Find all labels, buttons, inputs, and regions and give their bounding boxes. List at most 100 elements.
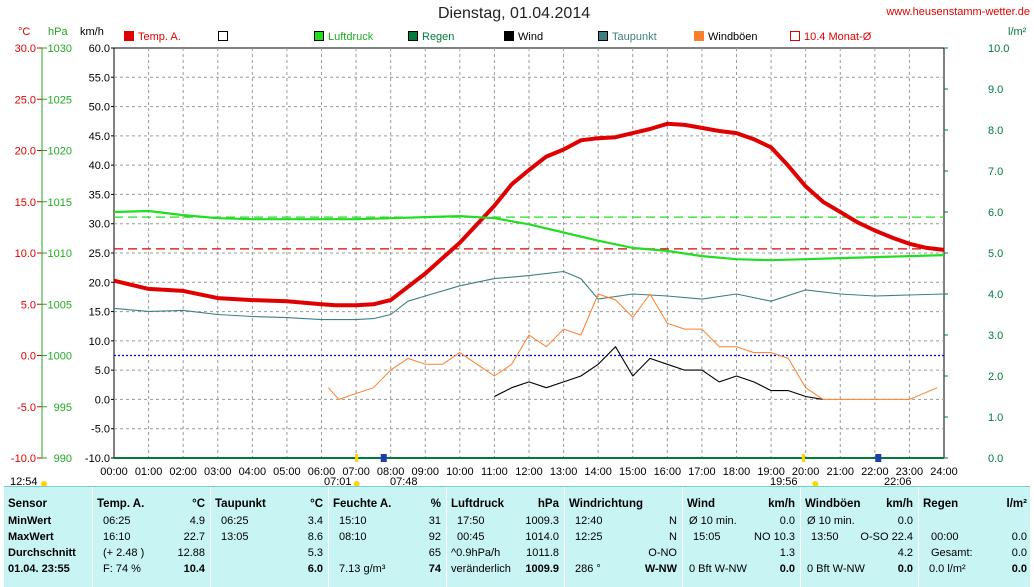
legend-swatch (504, 31, 514, 41)
stats-pressure: Luftdruck hPa 17:50 1009.3 00:45 1014.0 ^0.… (446, 487, 563, 587)
sun-dot (41, 481, 47, 487)
y-tick-hpa: 1010 (48, 248, 72, 260)
temp-header: Temp. A. (97, 498, 145, 510)
press-max-time: 00:45 (457, 531, 485, 543)
rain-unit-label: l/m² (1008, 26, 1027, 38)
series-line-taupunkt (113, 270, 945, 321)
legend-swatch (790, 31, 800, 41)
y-tick-kmh: 5.0 (95, 365, 110, 377)
x-tick-label: 10:00 (446, 466, 474, 478)
temp-unit-label: °C (18, 26, 31, 38)
y-tick-hpa: 995 (54, 402, 72, 414)
rain-total-label: Gesamt: (931, 547, 973, 559)
y-tick-rain: 9.0 (988, 84, 1003, 96)
y-tick-hpa: 1025 (48, 94, 72, 106)
x-tick-label: 13:00 (550, 466, 578, 478)
hum-min-time: 15:10 (339, 515, 367, 527)
temp-min-time: 06:25 (103, 515, 131, 527)
y-tick-temp: 5.0 (21, 299, 36, 311)
y-tick-temp: 20.0 (15, 146, 36, 158)
y-tick-hpa: 1030 (48, 43, 72, 55)
y-tick-kmh: -10.0 (85, 453, 110, 465)
stats-wind: Wind km/h Ø 10 min. 0.0 15:05 NO 10.3 1.3 0… (682, 487, 799, 587)
legend-pressure[interactable]: Luftdruck (314, 31, 373, 45)
hum-absolute: 7.13 g/m³ (339, 563, 386, 575)
y-tick-rain: 5.0 (988, 248, 1003, 260)
temp-avg-diff: (+ 2.48 ) (103, 547, 145, 559)
y-tick-rain: 3.0 (988, 330, 1003, 342)
dew-avg-value: 5.3 (307, 547, 323, 559)
dir-min-time: 12:40 (575, 515, 603, 527)
dew-min-value: 3.4 (307, 515, 323, 527)
stats-rain: Regen l/m² 00:00 0.0 Gesamt: 0.0 0.0 l/m² 0.… (918, 487, 1031, 587)
x-tick-label: 12:00 (515, 466, 543, 478)
x-tick-label: 16:00 (654, 466, 682, 478)
legend-wind[interactable]: Wind (504, 31, 543, 45)
y-tick-temp: 0.0 (21, 351, 36, 363)
moonrise-marker (380, 454, 387, 462)
y-tick-kmh: 20.0 (89, 277, 110, 289)
dew-current: 6.0 (307, 563, 323, 575)
y-tick-rain: 2.0 (988, 371, 1003, 383)
legend-label: Windböen (708, 31, 758, 43)
temp-min-value: 4.9 (189, 515, 205, 527)
temp-humidity: F: 74 % (103, 563, 141, 575)
x-tick-label: 19:00 (757, 466, 785, 478)
y-tick-kmh: 30.0 (89, 219, 110, 231)
stats-panel: Sensor MinWert MaxWert Durchschnitt 01.0… (4, 486, 1030, 587)
hum-unit: % (430, 498, 441, 510)
y-tick-rain: 8.0 (988, 125, 1003, 137)
dir-current: W-NW (644, 563, 677, 575)
stats-gusts: Windböen km/h Ø 10 min. 0.0 13:50 O-SO 22.4… (800, 487, 917, 587)
temp-unit: °C (192, 498, 205, 510)
dew-header: Taupunkt (215, 498, 266, 510)
site-url[interactable]: www.heusenstamm-wetter.de (886, 6, 1030, 18)
legend-label: 10.4 Monat-Ø (804, 31, 872, 43)
dir-min-value: N (669, 515, 677, 527)
x-tick-label: 01:00 (135, 466, 163, 478)
wind-beaufort: 0 Bft W-NW (689, 563, 747, 575)
y-tick-rain: 6.0 (988, 207, 1003, 219)
x-tick-label: 23:00 (896, 466, 924, 478)
press-tendency: veränderlich (451, 563, 511, 575)
dir-max-value: N (669, 531, 677, 543)
legend-swatch (218, 31, 228, 41)
legend-rain[interactable]: Regen (408, 31, 454, 45)
gust-min-time: Ø 10 min. (807, 515, 855, 527)
legend-label: Luftdruck (328, 31, 374, 43)
legend-empty[interactable] (218, 31, 232, 45)
wind-avg-value: 1.3 (779, 547, 795, 559)
press-current: 1009.9 (525, 563, 559, 575)
hpa-unit-label: hPa (48, 26, 68, 38)
x-tick-label: 07:00 (342, 466, 370, 478)
gust-max-time: 13:50 (811, 531, 839, 543)
temp-current: 10.4 (183, 563, 205, 575)
sunrise2-label: 07:48 (390, 476, 418, 488)
legend-monthly-avg[interactable]: 10.4 Monat-Ø (790, 31, 871, 45)
y-tick-kmh: 15.0 (89, 307, 110, 319)
y-tick-kmh: 25.0 (89, 248, 110, 260)
gust-min-value: 0.0 (897, 515, 913, 527)
gust-avg-value: 4.2 (897, 547, 913, 559)
series-line-temp-a- (113, 121, 945, 308)
wind-min-time: Ø 10 min. (689, 515, 737, 527)
sun-dot (812, 481, 819, 487)
dir-degrees: 286 ° (575, 563, 601, 575)
y-tick-hpa: 990 (54, 453, 72, 465)
gust-header: Windböen (805, 498, 861, 510)
press-header: Luftdruck (451, 498, 505, 510)
legend-gusts[interactable]: Windböen (694, 31, 758, 45)
dew-unit: °C (310, 498, 323, 510)
temp-max-value: 22.7 (183, 531, 205, 543)
kmh-unit-label: km/h (80, 26, 104, 38)
chart-grid (113, 47, 945, 459)
row-label-now: 01.04. 23:55 (8, 563, 70, 575)
wind-min-value: 0.0 (779, 515, 795, 527)
y-tick-kmh: 45.0 (89, 131, 110, 143)
x-tick-label: 15:00 (619, 466, 647, 478)
y-tick-kmh: 0.0 (95, 394, 110, 406)
legend-temp[interactable]: Temp. A. (124, 31, 181, 45)
legend-dewpoint[interactable]: Taupunkt (598, 31, 657, 45)
gust-max-value: O-SO 22.4 (860, 531, 913, 543)
hum-current: 74 (428, 563, 441, 575)
